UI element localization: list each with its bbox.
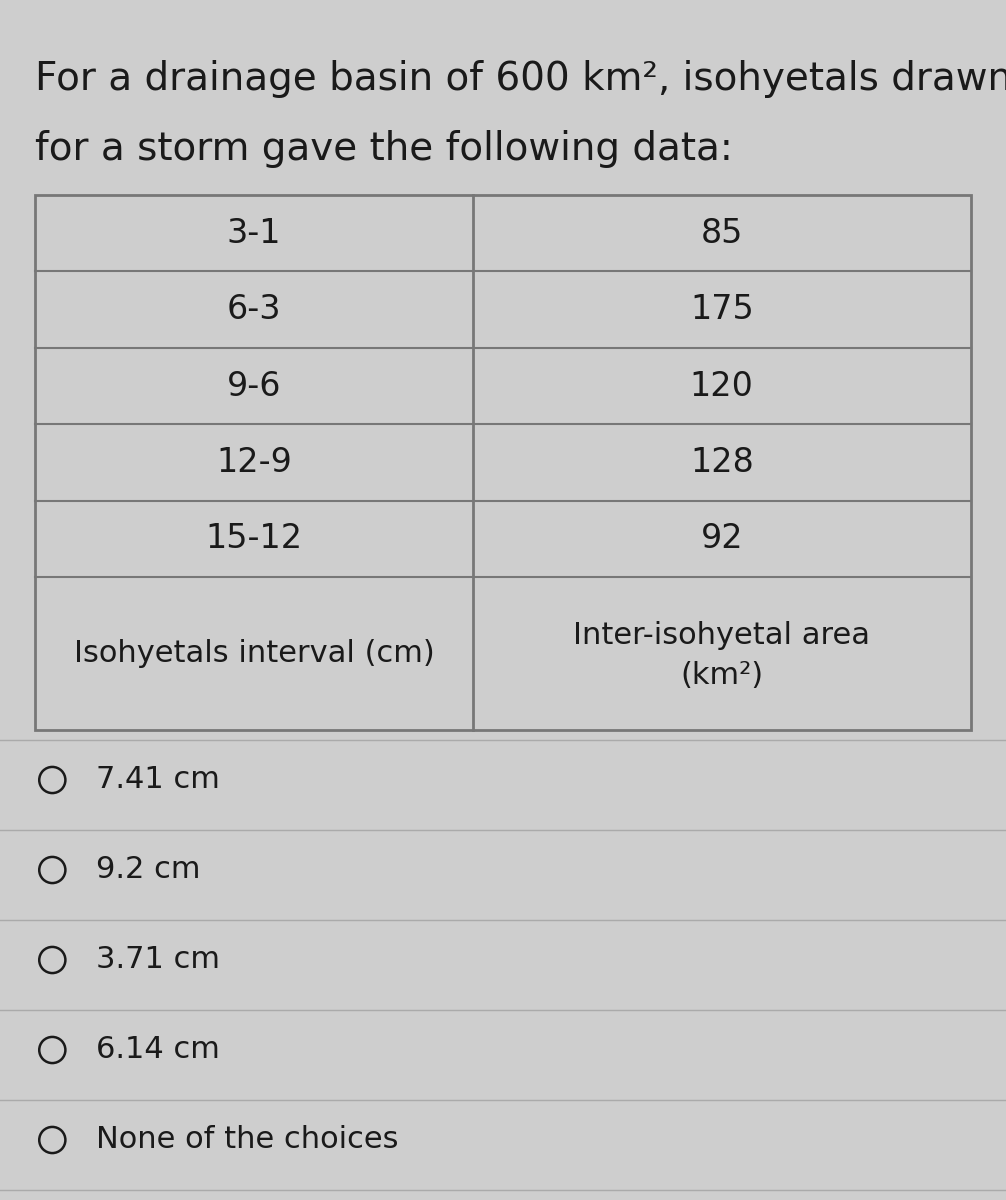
Bar — [35, 194, 971, 730]
Text: 6.14 cm: 6.14 cm — [96, 1036, 219, 1064]
Text: 175: 175 — [690, 293, 753, 326]
Text: for a storm gave the following data:: for a storm gave the following data: — [35, 130, 733, 168]
Text: Isohyetals interval (cm): Isohyetals interval (cm) — [73, 640, 435, 668]
Text: For a drainage basin of 600 km², isohyetals drawn: For a drainage basin of 600 km², isohyet… — [35, 60, 1006, 98]
Text: 6-3: 6-3 — [226, 293, 282, 326]
Text: 92: 92 — [700, 522, 743, 556]
Text: (km²): (km²) — [680, 661, 764, 690]
Text: 7.41 cm: 7.41 cm — [96, 766, 219, 794]
Text: 85: 85 — [700, 217, 743, 250]
Text: 3-1: 3-1 — [226, 217, 282, 250]
Text: 9-6: 9-6 — [226, 370, 282, 402]
Text: 128: 128 — [690, 446, 753, 479]
Text: 12-9: 12-9 — [216, 446, 292, 479]
Text: Inter-isohyetal area: Inter-isohyetal area — [573, 622, 870, 650]
Text: 120: 120 — [690, 370, 753, 402]
Text: None of the choices: None of the choices — [96, 1126, 398, 1154]
Text: 15-12: 15-12 — [205, 522, 303, 556]
Text: 9.2 cm: 9.2 cm — [96, 856, 200, 884]
Text: 3.71 cm: 3.71 cm — [96, 946, 219, 974]
